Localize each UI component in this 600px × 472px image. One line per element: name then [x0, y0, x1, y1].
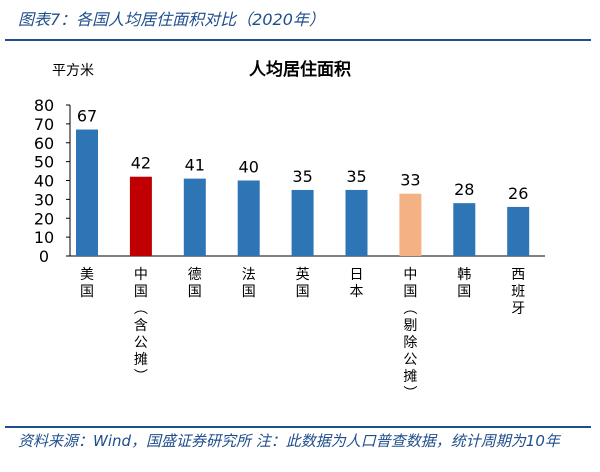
x-tick-label: 美国 [80, 267, 94, 300]
y-tick-label: 50 [34, 153, 54, 172]
x-tick-label: 英国 [296, 266, 310, 300]
x-tick-label: 法国 [242, 267, 256, 300]
y-tick-label: 0 [39, 247, 49, 266]
y-tick-label: 80 [34, 96, 54, 115]
data-label: 42 [131, 154, 151, 173]
bar [507, 206, 530, 256]
chart-title: 人均居住面积 [249, 59, 351, 80]
bar [76, 129, 98, 256]
bar [399, 193, 422, 256]
y-tick-label: 20 [34, 209, 54, 228]
data-label: 40 [239, 158, 259, 177]
y-tick-label: 40 [34, 172, 54, 191]
bar [291, 189, 314, 256]
y-tick-label: 30 [34, 190, 54, 209]
source-note: 资料来源：Wind，国盛证券研究所 注：此数据为人口普查数据，统计周期为10年 [18, 432, 560, 450]
x-tick-label: 日本 [350, 267, 364, 300]
data-label: 26 [508, 184, 528, 203]
data-label: 67 [77, 107, 97, 126]
x-tick-label: 西班牙 [511, 267, 525, 317]
y-axis-label: 平方米 [52, 63, 94, 79]
data-label: 35 [346, 167, 366, 186]
data-label: 35 [292, 167, 312, 186]
y-tick-label: 10 [34, 228, 54, 247]
x-tick-label: 中国︵剔除公摊︶ [403, 267, 417, 402]
bar [183, 178, 206, 256]
data-label: 28 [454, 180, 474, 199]
bar [453, 203, 476, 256]
bar [345, 189, 368, 256]
y-tick-label: 70 [34, 115, 54, 134]
top-rule [5, 39, 591, 41]
data-label: 33 [400, 171, 420, 190]
x-tick-label: 中国︵含公摊︶ [134, 267, 148, 385]
x-tick-label: 韩国 [457, 267, 471, 300]
x-tick-label: 德国 [188, 267, 202, 300]
bottom-rule [5, 426, 591, 428]
figure-title: 图表7：各国人均居住面积对比（2020年） [18, 10, 325, 29]
bar [129, 176, 152, 256]
y-tick-label: 60 [34, 134, 54, 153]
bar [237, 180, 260, 256]
data-label: 41 [185, 156, 205, 175]
